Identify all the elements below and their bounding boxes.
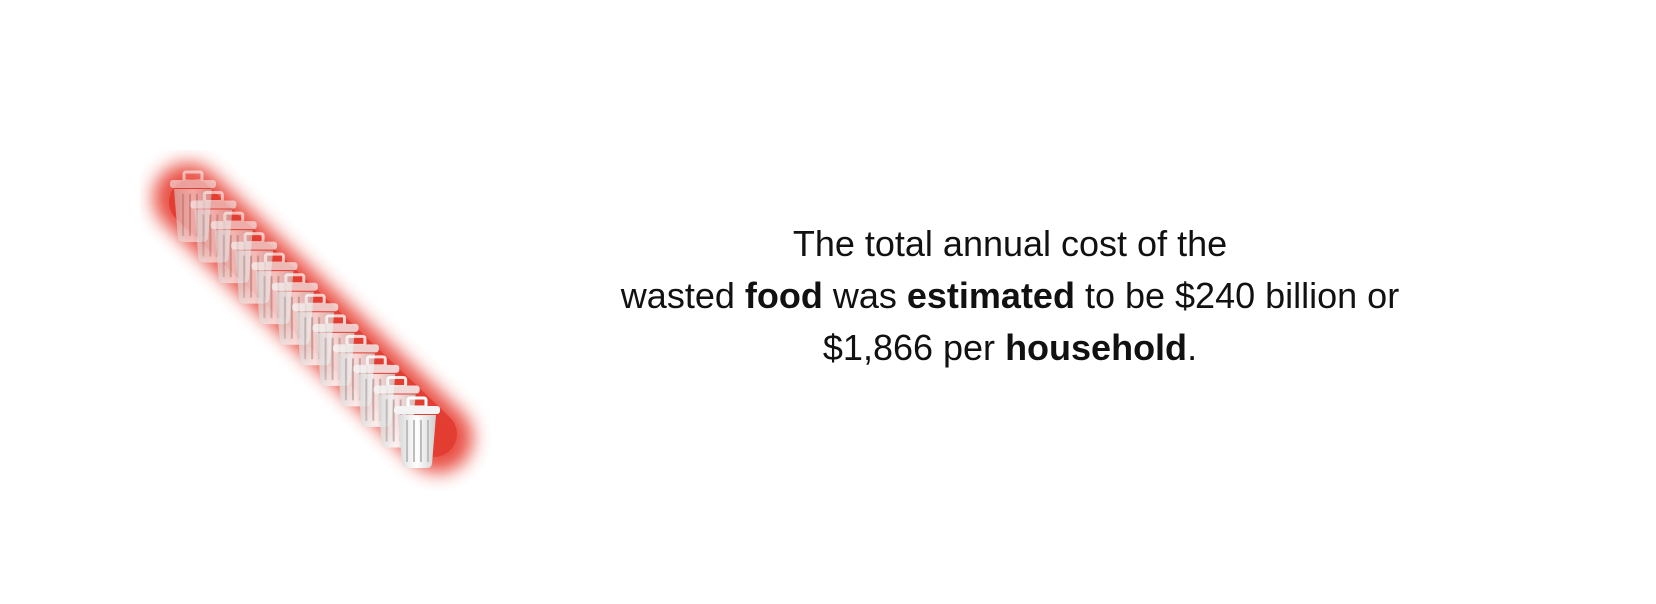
food-waste-statement: The total annual cost of the wasted food… [570,218,1450,374]
statement-line-3: $1,866 per household. [570,322,1450,374]
statement-emphasis-household: household [1005,327,1188,368]
statement-line-2-text-2: was [822,275,907,316]
statement-emphasis-food: food [744,275,823,316]
statement-line-2-text-3: to be $240 billion or [1074,275,1400,316]
statement-emphasis-estimated: estimated [906,275,1075,316]
statement-line-2-text-1: wasted [620,275,745,316]
trash-bin-icon [394,396,440,468]
statement-line-3-text-1: $1,866 per [822,327,1006,368]
trash-bin-trail-illustration [140,150,500,510]
statement-line-1: The total annual cost of the [570,218,1450,270]
trash-bin-trail-svg [153,163,473,473]
statement-line-2: wasted food was estimated to be $240 bil… [570,270,1450,322]
statement-line-3-text-2: . [1187,327,1198,368]
statement-line-1-text: The total annual cost of the [792,223,1228,264]
